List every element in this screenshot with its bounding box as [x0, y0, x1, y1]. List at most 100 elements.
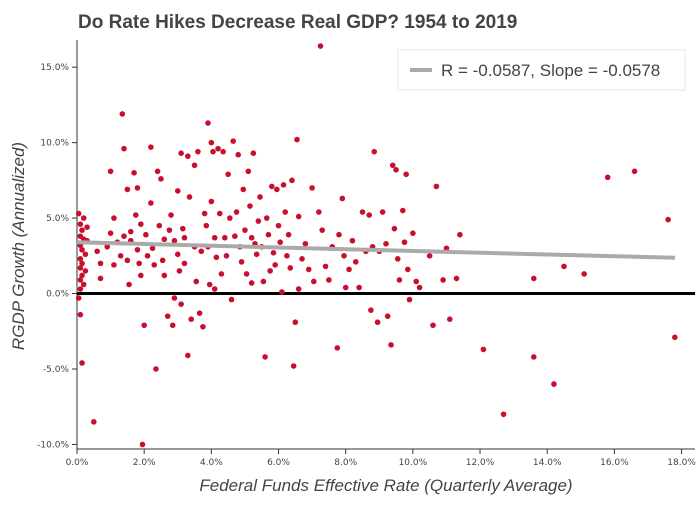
data-point: [208, 139, 215, 146]
data-point: [242, 227, 248, 233]
chart-title: Do Rate Hikes Decrease Real GDP? 1954 to…: [78, 12, 517, 33]
data-point: [215, 145, 221, 152]
data-point: [270, 250, 277, 256]
data-point: [368, 307, 374, 313]
legend-label: R = -0.0587, Slope = -0.0578: [441, 61, 660, 80]
data-point: [166, 227, 173, 233]
data-point: [111, 262, 117, 268]
data-point: [342, 284, 349, 291]
data-point: [440, 277, 446, 283]
data-point: [179, 225, 186, 232]
data-point: [230, 138, 236, 144]
data-point: [132, 212, 139, 218]
data-point: [174, 251, 181, 258]
data-point: [310, 278, 317, 285]
data-point: [336, 231, 342, 238]
data-point: [126, 281, 132, 288]
data-point: [195, 148, 201, 155]
data-point: [255, 218, 262, 224]
axes: 0.0% 2.0% 4.0% 6.0% 8.0% 10.0% 12.0% 14.0% 16.0%…: [37, 40, 696, 468]
data-point: [396, 277, 403, 283]
data-point: [280, 182, 287, 188]
data-point: [79, 227, 85, 233]
data-point: [158, 176, 164, 182]
y-tick-label: 0.0%: [46, 290, 69, 300]
data-point: [294, 136, 300, 143]
data-point: [379, 209, 386, 215]
data-point: [104, 243, 111, 250]
data-point: [391, 225, 398, 232]
data-point: [366, 212, 373, 218]
data-point: [406, 296, 413, 303]
data-point: [260, 278, 267, 285]
data-point: [144, 253, 151, 259]
data-point: [210, 148, 216, 155]
data-point: [401, 239, 408, 246]
data-point: [75, 295, 82, 301]
data-point: [551, 381, 557, 387]
data-point: [223, 253, 230, 259]
data-point: [275, 222, 282, 229]
data-point: [247, 203, 253, 209]
data-point: [168, 212, 174, 218]
data-point: [374, 319, 381, 326]
data-point: [124, 257, 131, 264]
data-point: [295, 286, 302, 292]
data-point: [227, 215, 233, 221]
data-point: [394, 256, 401, 262]
data-point: [127, 228, 134, 235]
x-tick-label: 6.0%: [267, 458, 290, 468]
data-point: [326, 277, 332, 283]
data-point: [530, 275, 537, 282]
data-point: [119, 111, 126, 117]
data-point: [359, 209, 366, 215]
data-point: [169, 322, 176, 329]
data-point: [171, 295, 178, 301]
data-point: [97, 260, 104, 267]
data-point: [196, 310, 203, 316]
data-point: [200, 323, 206, 330]
data-point: [136, 260, 142, 267]
data-point: [282, 209, 289, 215]
data-point: [341, 253, 347, 259]
data-point: [203, 222, 210, 229]
y-tick-label: -5.0%: [43, 365, 70, 375]
data-point: [82, 251, 89, 258]
data-point: [139, 441, 146, 448]
data-point: [164, 313, 171, 319]
data-point: [430, 322, 436, 329]
data-point: [149, 245, 156, 252]
data-point: [161, 272, 168, 279]
data-point: [131, 170, 137, 176]
x-axis-label: Federal Funds Effective Rate (Quarterly …: [199, 476, 572, 495]
y-tick-label: 5.0%: [46, 214, 69, 224]
data-point: [317, 43, 324, 49]
data-point: [672, 334, 678, 341]
data-point: [302, 240, 309, 247]
data-point: [530, 354, 537, 360]
data-point: [319, 227, 325, 233]
data-point: [79, 272, 85, 279]
data-point: [290, 363, 297, 369]
data-point: [480, 346, 487, 353]
data-point: [233, 209, 240, 215]
legend-box: [397, 49, 686, 91]
data-point: [216, 210, 223, 217]
y-tick-label: 10.0%: [40, 139, 69, 149]
data-point: [299, 256, 305, 262]
data-point: [238, 259, 245, 265]
data-point: [221, 234, 228, 241]
data-point: [191, 162, 198, 169]
data-point: [604, 174, 611, 181]
data-point: [159, 257, 166, 264]
data-point: [208, 198, 215, 205]
data-point: [235, 151, 242, 158]
data-point: [220, 148, 226, 155]
data-point: [267, 268, 273, 274]
data-point: [426, 253, 433, 259]
data-point: [309, 185, 315, 191]
data-point: [97, 275, 104, 282]
data-point: [143, 231, 149, 238]
data-point: [213, 254, 220, 261]
data-point: [153, 366, 159, 372]
